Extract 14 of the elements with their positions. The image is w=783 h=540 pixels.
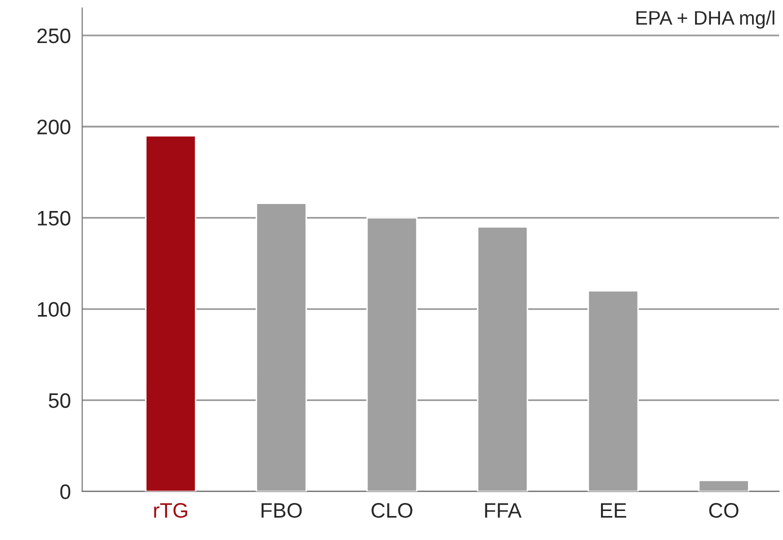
y-tick-label: 150	[38, 210, 70, 226]
x-tick-label: FFA	[485, 503, 522, 518]
y-tick-label: 100	[38, 302, 70, 317]
x-tick-label: EE	[600, 503, 626, 518]
bar	[145, 135, 196, 492]
y-tick-label: 0	[60, 484, 70, 500]
x-tick-label: CO	[709, 503, 738, 518]
x-tick-label: rTG	[154, 503, 188, 518]
y-tick-label: 200	[37, 120, 70, 134]
annotation: EPA + DHA mg/l	[636, 10, 774, 29]
x-tick-label: CLO	[372, 503, 412, 518]
y-tick-label: 50	[48, 393, 70, 408]
x-tick-label: FBO	[262, 503, 302, 518]
y-tick-label: 250	[37, 28, 70, 44]
